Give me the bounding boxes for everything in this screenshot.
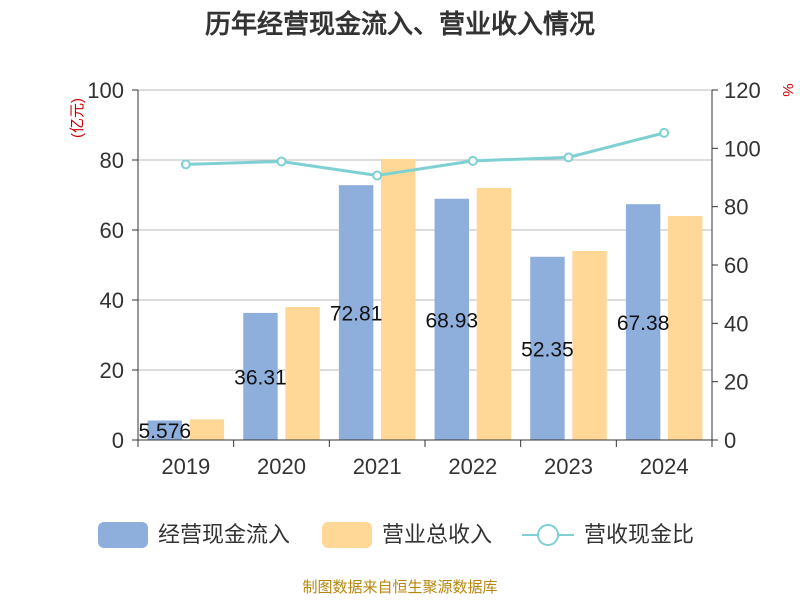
x-tick-label: 2024: [640, 454, 689, 479]
legend-label-ratio: 营收现金比: [584, 522, 694, 547]
x-tick-label: 2022: [448, 454, 497, 479]
bar-revenue: [189, 419, 225, 440]
left-tick-label: 20: [100, 358, 124, 383]
legend-label-cash-inflow: 经营现金流入: [158, 522, 290, 547]
bar-marks: [147, 158, 703, 440]
source-note: 制图数据来自恒生聚源数据库: [302, 579, 497, 596]
right-tick-label: 120: [724, 78, 761, 103]
right-tick-label: 20: [724, 370, 748, 395]
right-tick-label: 80: [724, 195, 748, 220]
point-ratio: [659, 127, 670, 138]
bar-revenue: [380, 158, 416, 440]
legend-swatch-cash-inflow: [98, 522, 148, 548]
point-ratio: [467, 155, 478, 166]
legend-label-revenue: 营业总收入: [382, 522, 492, 547]
point-ratio: [372, 170, 383, 181]
chart-title: 历年经营现金流入、营业收入情况: [205, 9, 595, 39]
x-tick-label: 2021: [353, 454, 402, 479]
legend-swatch-revenue: [322, 522, 372, 548]
left-axis-unit: (亿元): [69, 98, 86, 138]
bar-revenue: [572, 251, 607, 440]
bar-cash-inflow: [434, 198, 470, 440]
data-label-cash-inflow: 52.35: [521, 338, 574, 361]
legend-marker-ratio: [537, 524, 559, 546]
right-tick-label: 40: [724, 311, 748, 336]
data-label-cash-inflow: 72.81: [330, 303, 383, 326]
bar-cash-inflow: [530, 256, 565, 440]
bar-revenue: [476, 188, 512, 440]
point-ratio: [563, 152, 574, 163]
right-tick-label: 0: [724, 428, 736, 453]
line-ratio: [185, 131, 665, 177]
legend: 经营现金流入 营业总收入 营收现金比: [98, 522, 694, 548]
right-tick-label: 100: [724, 136, 761, 161]
bar-cash-inflow: [625, 204, 661, 440]
x-tick-label: 2019: [161, 454, 210, 479]
bar-revenue: [667, 216, 703, 440]
bar-cash-inflow: [243, 312, 278, 440]
line-marks: [180, 127, 670, 181]
left-tick-label: 60: [100, 218, 124, 243]
axes: 0 20 40 60 80 100 0 20 40 60 80 100 120 2019 2020 2021 2…: [87, 78, 760, 479]
data-label-cash-inflow: 5.576: [139, 420, 192, 443]
left-tick-label: 0: [112, 428, 124, 453]
x-tick-label: 2020: [257, 454, 306, 479]
data-label-cash-inflow: 68.93: [426, 309, 479, 332]
gridlines: [138, 89, 712, 371]
left-tick-label: 40: [100, 288, 124, 313]
right-tick-label: 60: [724, 253, 748, 278]
left-tick-label: 100: [87, 78, 124, 103]
right-axis-unit: %: [779, 83, 796, 96]
data-label-cash-inflow: 36.31: [234, 366, 287, 389]
data-labels: 5.576 36.31 72.81 68.93 52.35 67.38: [139, 303, 670, 444]
x-tick-label: 2023: [544, 454, 593, 479]
left-tick-label: 80: [100, 148, 124, 173]
point-ratio: [276, 156, 287, 167]
bar-cash-inflow: [147, 420, 183, 440]
data-label-cash-inflow: 67.38: [617, 312, 670, 335]
bar-cash-inflow: [338, 185, 374, 440]
bar-revenue: [285, 307, 320, 440]
point-ratio: [180, 159, 191, 170]
